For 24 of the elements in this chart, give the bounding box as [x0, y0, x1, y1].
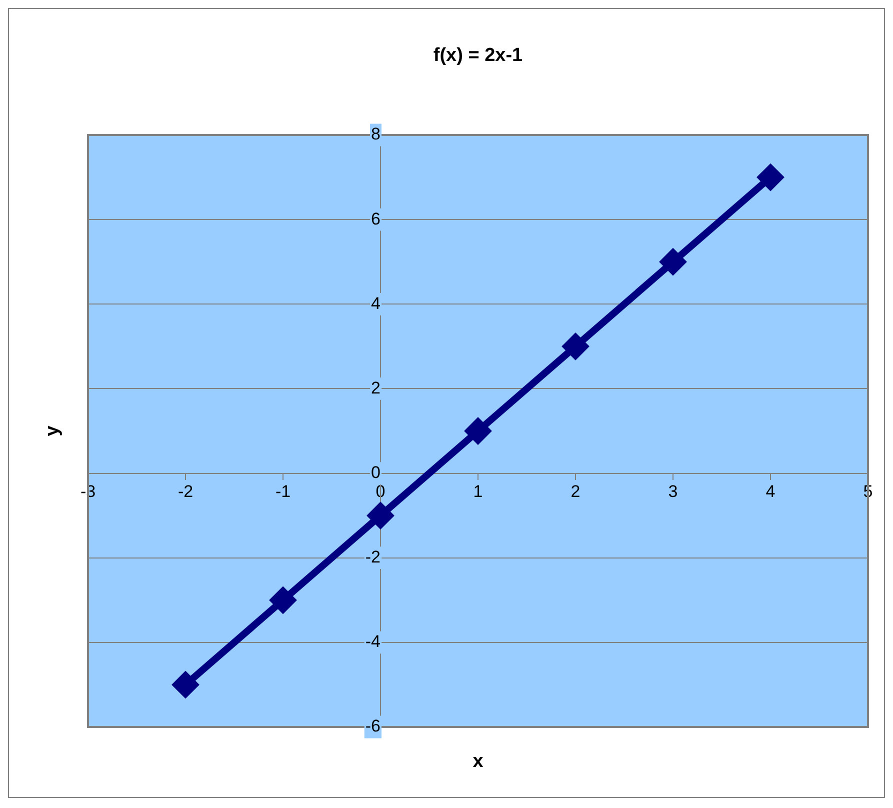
point — [660, 249, 686, 274]
y-tick-label: 4 — [371, 294, 380, 313]
y-tick-label: 0 — [371, 462, 380, 482]
x-tick-label: 4 — [766, 482, 776, 502]
x-tick-label: 3 — [668, 482, 678, 502]
y-axis-title: y — [42, 425, 64, 436]
y-tick-label: -2 — [365, 548, 380, 567]
y-tick-label: 6 — [371, 209, 380, 228]
x-tick-label: -1 — [275, 482, 291, 502]
point — [758, 164, 783, 190]
x-axis-title: x — [472, 751, 484, 772]
point — [270, 588, 296, 613]
y-tick-label: -6 — [365, 716, 380, 736]
chart-title: f(x) = 2x-1 — [433, 45, 524, 66]
y-tick-label: 8 — [371, 124, 380, 144]
y-tick-label: 2 — [371, 378, 380, 398]
point — [466, 418, 490, 444]
x-tick-label: -2 — [178, 482, 194, 502]
point — [563, 334, 588, 359]
x-tick-label: 2 — [570, 482, 580, 502]
point — [368, 503, 393, 528]
point — [173, 672, 198, 698]
y-tick-label: -4 — [365, 632, 380, 652]
x-tick-label: 1 — [473, 482, 483, 502]
